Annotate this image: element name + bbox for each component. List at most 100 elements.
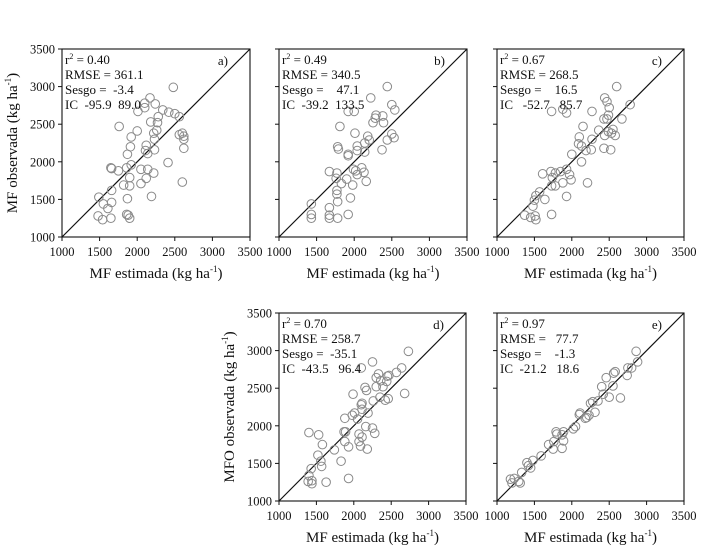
r-squared-value: = 0.70 (290, 316, 327, 331)
data-point (345, 193, 356, 203)
data-point (126, 132, 136, 142)
data-point (124, 181, 135, 191)
data-point (349, 106, 360, 117)
data-point (348, 389, 358, 400)
data-point (549, 436, 559, 447)
data-point (306, 213, 317, 223)
data-point (575, 408, 585, 418)
data-point (546, 209, 557, 220)
plot-frame (496, 48, 685, 238)
x-axis-label-close: ) (652, 530, 657, 546)
data-point (307, 478, 317, 489)
data-point (321, 477, 331, 488)
r-squared: r2 = 0.67 (500, 52, 545, 67)
x-tick-label: 3500 (455, 245, 480, 259)
data-point (157, 105, 168, 115)
y-axis-label: MFO observada (kg ha-1) (220, 331, 238, 482)
data-point (336, 456, 346, 466)
data-point (602, 96, 612, 107)
data-point (631, 346, 641, 357)
data-point (561, 108, 572, 118)
data-point (163, 157, 173, 168)
data-point (622, 370, 632, 381)
data-point (343, 473, 354, 484)
data-point (611, 81, 622, 92)
y-axis-label-text: MF observada (kg ha (5, 85, 21, 213)
x-tick-label: 1500 (522, 509, 547, 523)
data-point (332, 213, 343, 223)
data-point (357, 398, 367, 409)
data-point (599, 130, 610, 141)
x-axis-label-superscript: -1 (210, 264, 218, 274)
r-label: r (282, 52, 287, 67)
y-axis-label-text: MFO observada (kg ha (222, 344, 238, 483)
x-axis-label-close: ) (217, 266, 222, 282)
data-point (352, 414, 363, 424)
data-point (598, 389, 609, 400)
data-point (360, 421, 371, 432)
data-point (523, 460, 534, 471)
data-point (602, 114, 612, 124)
data-point (370, 113, 381, 123)
scatter-panel-c: 1000 1500 2000 2500 3000 3500 MF estimada (kg … (485, 48, 697, 282)
y-axis-label-superscript: -1 (3, 78, 13, 86)
x-axis-label-superscript: -1 (644, 264, 652, 274)
x-tick-label: 3000 (634, 245, 659, 259)
y-axis-label: MF observada (kg ha-1) (3, 73, 21, 213)
data-point (122, 193, 133, 204)
data-point (531, 190, 541, 201)
data-point (531, 214, 541, 225)
scatter-panel-e: 1000 1500 2000 2500 3000 3500 MF estimada (kg … (485, 312, 697, 546)
plot-frame (278, 48, 468, 238)
data-point (340, 427, 351, 437)
data-point (163, 107, 174, 117)
data-point (113, 166, 124, 176)
x-axis-label-close: ) (434, 266, 439, 282)
data-point (546, 106, 557, 117)
data-point (534, 187, 545, 197)
y-tick-label: 2500 (30, 118, 55, 132)
y-tick-label: 3000 (247, 344, 272, 358)
data-point (352, 169, 363, 180)
data-point (371, 381, 382, 392)
data-point (382, 135, 393, 145)
data-point (525, 463, 536, 473)
data-point (142, 148, 153, 159)
x-tick-label: 1500 (87, 245, 112, 259)
y-tick-label: 3500 (30, 43, 55, 57)
data-point (149, 134, 160, 145)
x-axis-label: MF estimada (kg ha-1) (307, 264, 440, 282)
data-point (332, 185, 342, 196)
data-point (593, 125, 604, 136)
data-point (307, 475, 317, 486)
x-axis-label: MF estimada (kg ha-1) (524, 264, 657, 282)
x-tick-label: 2500 (379, 509, 404, 523)
x-tick-label: 2000 (341, 509, 366, 523)
r-label: r (282, 316, 287, 331)
data-point (324, 210, 335, 220)
data-point (555, 166, 566, 177)
data-point (106, 213, 116, 223)
data-point (343, 442, 354, 452)
data-point (145, 117, 156, 127)
data-point (561, 191, 572, 202)
data-point (377, 111, 388, 121)
data-point (378, 381, 388, 392)
data-point (605, 144, 616, 155)
data-point (626, 363, 637, 373)
x-axis-label-text: MF estimada (kg ha (524, 530, 645, 546)
data-point (537, 169, 548, 179)
panel-label: a) (218, 53, 228, 68)
data-point (141, 173, 152, 184)
data-point (509, 473, 520, 484)
panel-label: e) (652, 317, 662, 332)
data-point (350, 128, 360, 139)
data-point (574, 409, 585, 420)
data-point (610, 366, 620, 377)
data-point (148, 128, 159, 139)
data-point (313, 450, 323, 460)
data-point (365, 93, 376, 103)
x-axis-label-text: MF estimada (kg ha (307, 266, 428, 282)
data-point (306, 209, 317, 220)
x-tick-label: 1000 (50, 245, 75, 259)
